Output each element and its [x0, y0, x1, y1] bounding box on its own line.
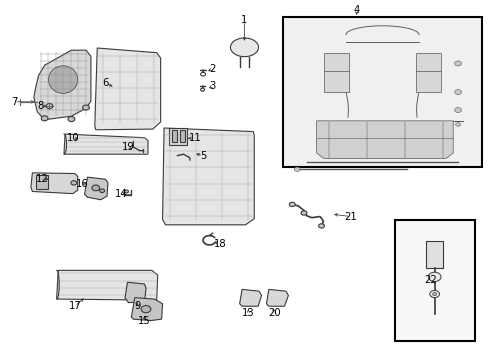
Polygon shape	[131, 298, 162, 320]
Text: 15: 15	[138, 316, 151, 325]
Bar	[168, 128, 187, 145]
Text: 8: 8	[38, 101, 44, 111]
Text: 3: 3	[209, 81, 216, 91]
Text: 16: 16	[76, 179, 89, 189]
Bar	[36, 175, 48, 189]
Circle shape	[455, 123, 460, 126]
Text: 11: 11	[189, 133, 202, 143]
Polygon shape	[316, 121, 452, 158]
Circle shape	[289, 202, 295, 207]
Text: 12: 12	[36, 174, 48, 184]
Text: 6: 6	[102, 78, 108, 88]
Circle shape	[454, 90, 461, 95]
Bar	[415, 53, 440, 92]
Text: 5: 5	[200, 150, 206, 161]
Bar	[180, 130, 184, 142]
Circle shape	[301, 211, 306, 215]
Circle shape	[432, 293, 436, 296]
Circle shape	[200, 88, 204, 91]
Text: 9: 9	[134, 301, 140, 311]
Text: 19: 19	[122, 142, 135, 152]
Bar	[425, 241, 443, 268]
Bar	[282, 17, 482, 167]
Circle shape	[46, 104, 53, 109]
Circle shape	[68, 117, 75, 122]
Polygon shape	[125, 282, 146, 303]
Text: 22: 22	[424, 275, 436, 285]
Circle shape	[427, 272, 440, 282]
Text: 14: 14	[115, 189, 128, 199]
Circle shape	[141, 306, 151, 313]
Circle shape	[454, 108, 461, 113]
Polygon shape	[95, 48, 160, 130]
Polygon shape	[84, 177, 108, 200]
Text: 13: 13	[242, 308, 254, 318]
Polygon shape	[34, 50, 91, 120]
Circle shape	[92, 185, 100, 191]
Polygon shape	[31, 173, 78, 194]
Circle shape	[294, 167, 300, 171]
Circle shape	[429, 291, 439, 298]
Polygon shape	[64, 134, 148, 154]
Bar	[172, 130, 177, 142]
Circle shape	[318, 224, 324, 228]
Polygon shape	[230, 38, 258, 57]
Text: 17: 17	[68, 301, 81, 311]
Text: 7: 7	[11, 97, 18, 107]
Polygon shape	[239, 289, 261, 306]
Text: 18: 18	[213, 239, 226, 249]
Bar	[324, 53, 348, 92]
Circle shape	[82, 105, 89, 110]
Text: 20: 20	[268, 308, 281, 318]
Polygon shape	[266, 289, 288, 306]
Circle shape	[71, 181, 77, 185]
Text: 4: 4	[353, 5, 359, 15]
Text: 2: 2	[209, 64, 216, 74]
Circle shape	[454, 61, 461, 66]
Circle shape	[100, 189, 104, 193]
Text: 1: 1	[241, 15, 247, 26]
Polygon shape	[57, 270, 158, 300]
Bar	[394, 220, 474, 341]
Text: 21: 21	[344, 212, 356, 221]
Polygon shape	[162, 128, 254, 225]
Circle shape	[200, 72, 205, 76]
Polygon shape	[48, 66, 78, 93]
Circle shape	[41, 116, 48, 121]
Circle shape	[124, 190, 128, 193]
Text: 10: 10	[66, 133, 79, 143]
